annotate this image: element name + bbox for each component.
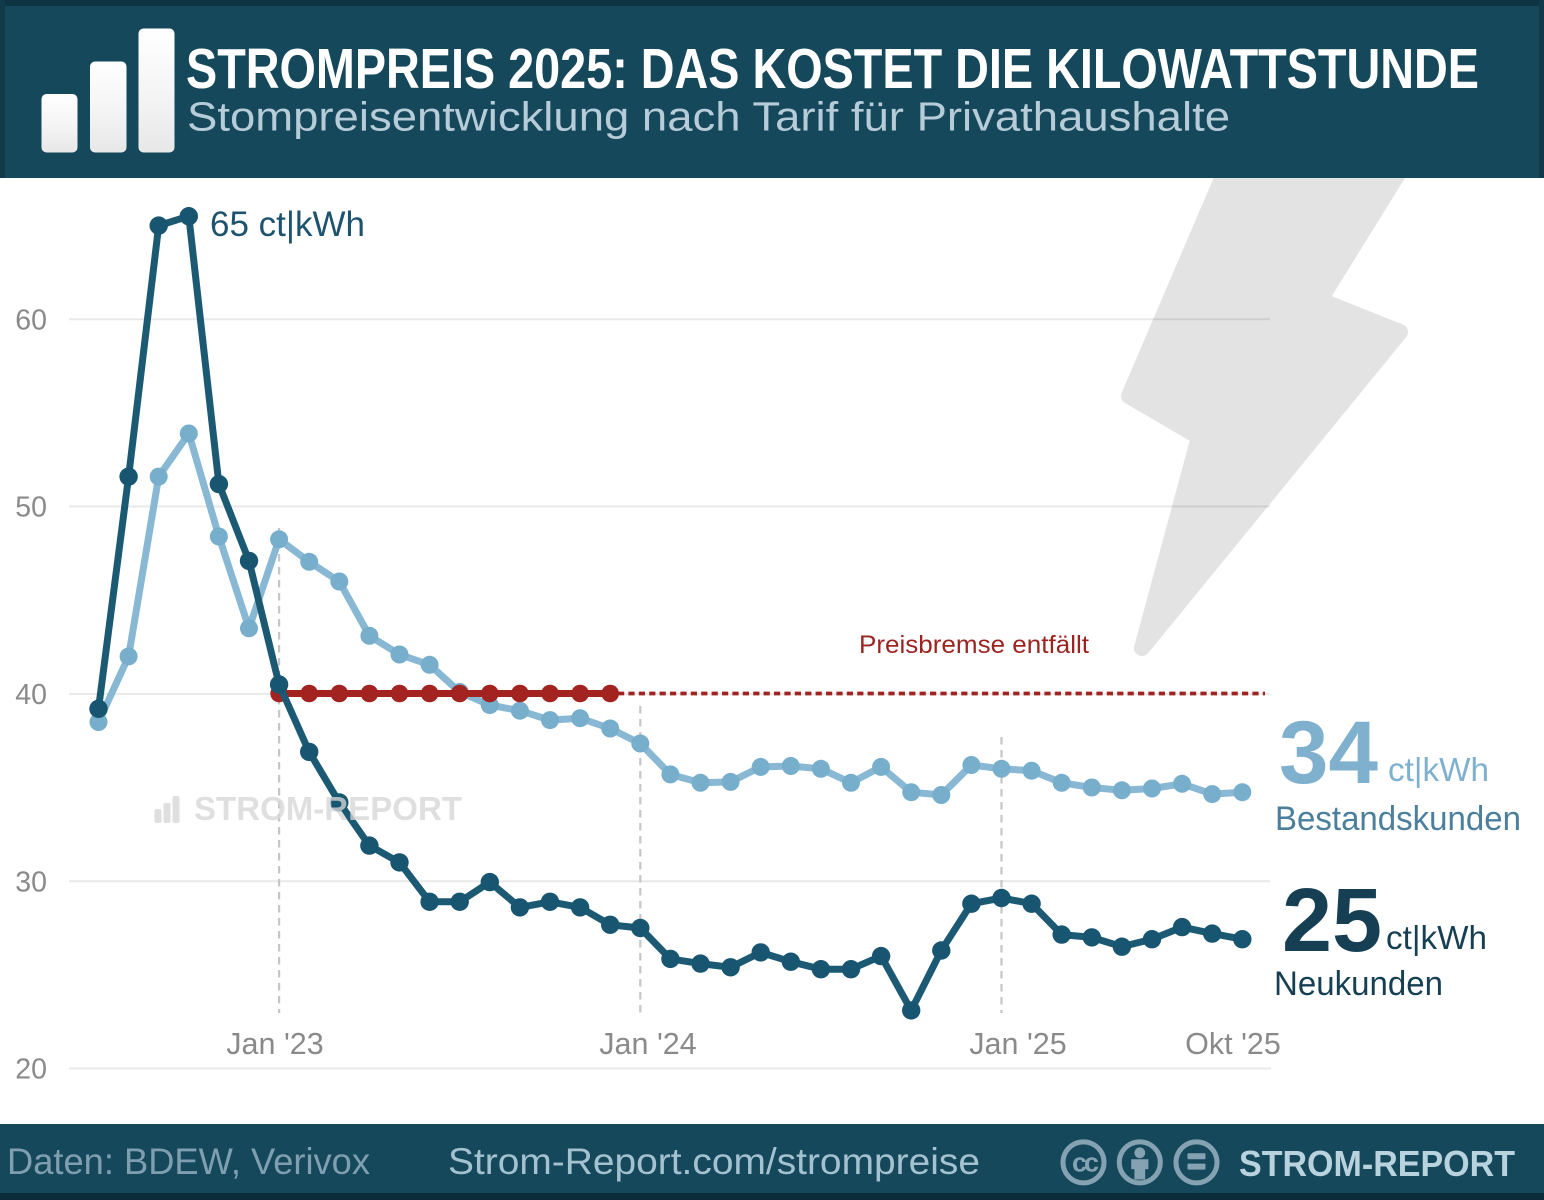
svg-text:STROM-REPORT: STROM-REPORT xyxy=(194,790,462,827)
svg-text:Strom-Report.com/strompreise: Strom-Report.com/strompreise xyxy=(448,1141,980,1182)
svg-text:ct|kWh: ct|kWh xyxy=(1386,919,1487,956)
svg-text:30: 30 xyxy=(15,866,47,898)
svg-text:Bestandskunden: Bestandskunden xyxy=(1275,800,1521,838)
svg-text:40: 40 xyxy=(15,679,47,711)
svg-text:ct|kWh: ct|kWh xyxy=(1388,751,1489,788)
svg-text:Okt '25: Okt '25 xyxy=(1185,1027,1281,1061)
svg-text:Jan '23: Jan '23 xyxy=(226,1027,323,1061)
svg-text:Preisbremse entfällt: Preisbremse entfällt xyxy=(859,631,1089,659)
svg-text:Stompreisentwicklung nach Tari: Stompreisentwicklung nach Tarif für Priv… xyxy=(187,94,1230,140)
svg-text:Jan '25: Jan '25 xyxy=(969,1027,1066,1061)
svg-text:20: 20 xyxy=(15,1054,47,1086)
svg-text:50: 50 xyxy=(15,492,47,524)
svg-text:60: 60 xyxy=(15,304,47,336)
svg-text:Jan '24: Jan '24 xyxy=(599,1027,696,1061)
svg-text:Daten: BDEW, Verivox: Daten: BDEW, Verivox xyxy=(7,1141,370,1182)
svg-text:34: 34 xyxy=(1279,702,1378,802)
svg-text:STROM-REPORT: STROM-REPORT xyxy=(1239,1143,1515,1184)
svg-text:65 ct|kWh: 65 ct|kWh xyxy=(210,205,365,244)
svg-text:Neukunden: Neukunden xyxy=(1274,965,1443,1003)
svg-text:25: 25 xyxy=(1282,871,1382,971)
svg-text:cc: cc xyxy=(1072,1148,1099,1178)
svg-text:STROMPREIS 2025: DAS KOSTET DI: STROMPREIS 2025: DAS KOSTET DIE KILOWATT… xyxy=(186,37,1479,100)
